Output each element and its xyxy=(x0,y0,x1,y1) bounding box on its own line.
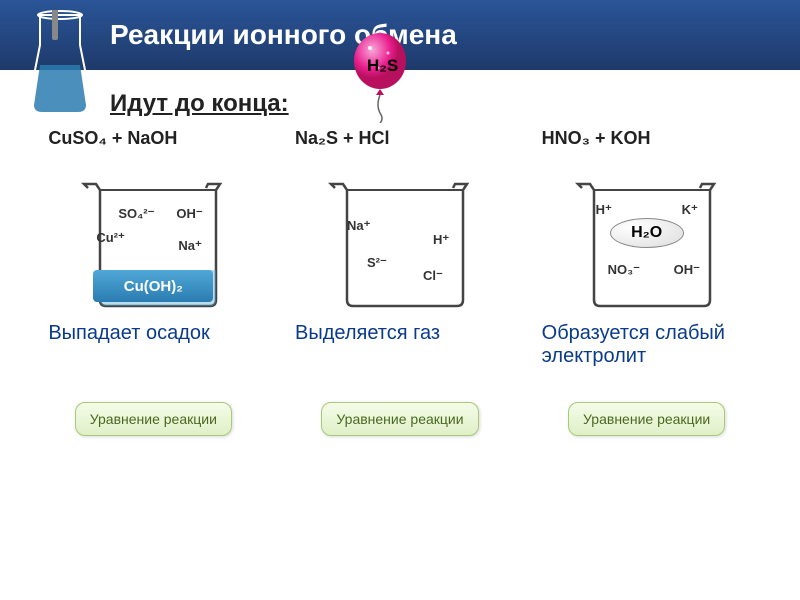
description: Образуется слабый электролит xyxy=(542,322,752,394)
balloon-icon xyxy=(350,33,410,123)
ion-label: Cu²⁺ xyxy=(96,230,125,246)
ions-container: Na⁺ H⁺ S²⁻ Cl⁻ xyxy=(335,200,465,300)
reaction-water: HNO₃ + KOH H⁺ K⁺ NO₃⁻ OH⁻ H₂O Образуется… xyxy=(542,128,752,436)
ion-label: K⁺ xyxy=(682,202,698,218)
reaction-precipitate: CuSO₄ + NaOH SO₄²⁻ OH⁻ Cu²⁺ Na⁺ Cu(OH)₂ … xyxy=(48,128,258,436)
ion-label: OH⁻ xyxy=(674,262,700,278)
ion-label: Cl⁻ xyxy=(423,268,443,284)
water-product: H₂O xyxy=(610,218,684,248)
formula: CuSO₄ + NaOH xyxy=(48,128,258,172)
precipitate-label: Cu(OH)₂ xyxy=(93,270,213,302)
subtitle: Идут до конца: xyxy=(110,90,800,118)
ion-label: OH⁻ xyxy=(176,206,202,222)
equation-button[interactable]: Уравнение реакции xyxy=(75,402,232,436)
equation-button[interactable]: Уравнение реакции xyxy=(321,402,478,436)
reactions-row: CuSO₄ + NaOH SO₄²⁻ OH⁻ Cu²⁺ Na⁺ Cu(OH)₂ … xyxy=(0,128,800,436)
formula: HNO₃ + KOH xyxy=(542,128,752,172)
flask-icon xyxy=(20,10,100,120)
reaction-gas: H₂S Na₂S + HCl Na⁺ H⁺ S²⁻ Cl⁻ Выделяется… xyxy=(295,128,505,436)
formula: Na₂S + HCl xyxy=(295,128,505,172)
ion-label: NO₃⁻ xyxy=(608,262,640,278)
beaker-1: SO₄²⁻ OH⁻ Cu²⁺ Na⁺ Cu(OH)₂ xyxy=(78,180,228,310)
description: Выделяется газ xyxy=(295,322,505,394)
ion-label: H⁺ xyxy=(596,202,612,218)
ion-label: SO₄²⁻ xyxy=(118,206,154,222)
ion-label: H⁺ xyxy=(433,232,449,248)
beaker-2: Na⁺ H⁺ S²⁻ Cl⁻ xyxy=(325,180,475,310)
beaker-3: H⁺ K⁺ NO₃⁻ OH⁻ H₂O xyxy=(572,180,722,310)
ion-label: Na⁺ xyxy=(347,218,370,234)
ions-container: H⁺ K⁺ NO₃⁻ OH⁻ xyxy=(582,200,712,300)
description: Выпадает осадок xyxy=(48,322,258,394)
balloon-label: H₂S xyxy=(367,56,393,76)
equation-button[interactable]: Уравнение реакции xyxy=(568,402,725,436)
ion-label: Na⁺ xyxy=(178,238,201,254)
ion-label: S²⁻ xyxy=(367,255,387,271)
